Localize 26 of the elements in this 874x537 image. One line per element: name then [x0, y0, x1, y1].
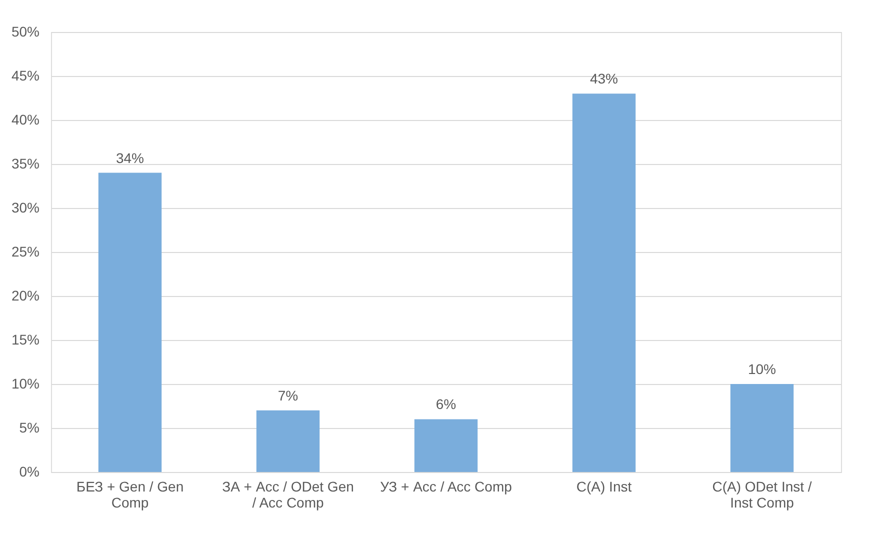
y-tick-label: 40%	[11, 112, 40, 128]
x-tick-label: ЗА + Acc / ODet Gen / Acc Comp	[222, 478, 354, 510]
y-tick-label: 5%	[19, 420, 40, 436]
y-tick-label: 0%	[19, 464, 40, 480]
y-tick-label: 50%	[11, 24, 40, 40]
data-label: 7%	[278, 387, 298, 404]
data-label: 34%	[116, 150, 144, 166]
y-tick-label: 30%	[11, 200, 40, 216]
data-label: 6%	[436, 396, 456, 412]
x-tick-label: УЗ + Acc / Acc Comp	[380, 478, 512, 494]
x-tick-label: БЕЗ + Gen / Gen Comp	[76, 478, 184, 510]
y-tick-label: 45%	[11, 68, 40, 84]
y-tick-label: 25%	[11, 244, 40, 260]
bar	[730, 384, 794, 472]
bar	[98, 172, 162, 472]
x-tick-label: С(A) ODet Inst / Inst Comp	[712, 478, 812, 510]
bar	[256, 410, 320, 472]
y-tick-label: 20%	[11, 288, 40, 304]
data-label: 10%	[748, 361, 776, 377]
y-tick-label: 35%	[11, 156, 40, 172]
bar	[414, 419, 478, 472]
y-tick-label: 10%	[11, 376, 40, 392]
bar	[572, 94, 636, 472]
x-tick-label: С(A) Inst	[576, 478, 632, 494]
y-tick-label: 15%	[11, 332, 40, 348]
data-label: 43%	[590, 70, 618, 87]
